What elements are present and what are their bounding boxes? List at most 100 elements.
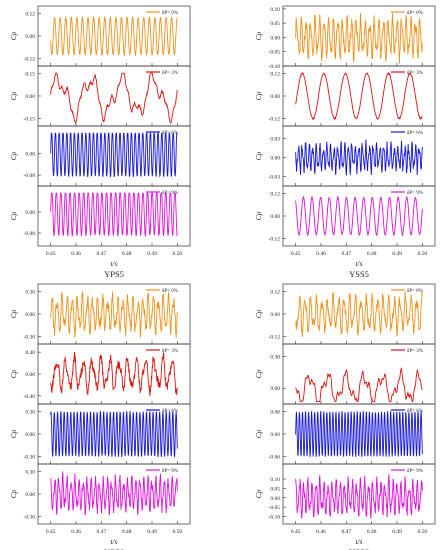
y-tick-label: -0.30 — [24, 515, 36, 521]
y-tick-label: 0.12 — [270, 290, 280, 296]
x-axis-label: t/s — [110, 259, 117, 268]
y-tick-label: -0.05 — [269, 50, 281, 56]
y-axis-label: Cp — [9, 489, 18, 498]
legend-label: δP= 6% — [407, 131, 423, 136]
series-line-1 — [295, 71, 423, 121]
x-tick-label: 0.46 — [71, 251, 81, 257]
x-tick-label: 0.49 — [392, 529, 402, 535]
x-tick-label: 0.49 — [392, 251, 402, 257]
legend-label: δP= 0% — [407, 11, 423, 16]
y-axis-label: Cp — [9, 31, 18, 40]
legend-label: δP= 3% — [407, 349, 423, 354]
y-tick-label: 0.00 — [25, 312, 35, 318]
y-tick-label: -0.10 — [269, 515, 281, 521]
legend-label: δP= 0% — [407, 289, 423, 294]
subplot-yss6-3: 0.10 0.05 0.00 -0.05 -0.10 Cp δP= 9% — [254, 463, 436, 525]
series-line-1 — [50, 351, 178, 396]
y-tick-label: 0.30 — [270, 355, 280, 361]
y-tick-label: 0.00 — [25, 432, 35, 438]
y-axis-label: Cp — [9, 309, 18, 318]
x-tick-label: 0.47 — [97, 529, 107, 535]
subplot-yps5-1: 0.15 0.00 -0.15 Cp δP= 3% — [9, 65, 191, 127]
subplot-yss5-0: 0.10 0.05 0.00 -0.05 -0.10 Cp δP= 0% — [254, 5, 436, 70]
series-line-0 — [50, 291, 178, 338]
series-line-2 — [50, 132, 178, 178]
plot-frame — [282, 463, 436, 525]
x-tick-label: 0.46 — [316, 529, 326, 535]
y-tick-label: 0.10 — [270, 7, 280, 13]
subplot-yps6-3: 0.30 0.00 -0.30 Cp δP= 9% — [9, 463, 191, 525]
x-axis-label: t/s — [355, 259, 362, 268]
y-axis-label: Cp — [9, 429, 18, 438]
y-tick-label: 0.00 — [270, 432, 280, 438]
y-tick-label: -0.03 — [269, 175, 281, 181]
series-line-3 — [50, 471, 178, 516]
legend-label: δP= 3% — [162, 71, 178, 76]
series-line-3 — [50, 192, 178, 238]
legend-label: δP= 9% — [162, 191, 178, 196]
y-axis-label: Cp — [254, 151, 263, 160]
x-tick-label: 0.49 — [147, 529, 157, 535]
subplot-yps6-0: 0.30 0.00 -0.30 Cp δP= 0% — [9, 283, 191, 345]
legend-label: δP= 6% — [407, 409, 423, 414]
series-line-2 — [295, 410, 423, 458]
y-tick-label: 0.12 — [270, 72, 280, 78]
x-tick-label: 0.50 — [173, 251, 183, 257]
legend-label: δP= 9% — [162, 469, 178, 474]
subplot-yss6-2: 0.06 0.00 -0.06 Cp δP= 6% — [254, 403, 436, 465]
legend-label: δP= 3% — [407, 71, 423, 76]
y-tick-label: -0.15 — [24, 117, 36, 123]
subplot-yss6-0: 0.12 0.00 -0.12 Cp δP= 0% — [254, 283, 436, 345]
y-tick-label: 0.00 — [25, 372, 35, 378]
y-tick-label: -0.06 — [269, 455, 281, 461]
series-line-0 — [295, 291, 423, 338]
series-line-2 — [50, 410, 178, 458]
x-tick-label: 0.48 — [367, 251, 377, 257]
legend-label: δP= 9% — [407, 191, 423, 196]
panel-caption: YSS5 — [349, 269, 369, 279]
x-tick-label: 0.45 — [46, 251, 56, 257]
y-tick-label: -0.08 — [24, 173, 36, 179]
y-axis-label: Cp — [254, 369, 263, 378]
x-tick-label: 0.46 — [316, 251, 326, 257]
series-line-0 — [295, 13, 423, 64]
y-tick-label: 0.06 — [270, 410, 280, 416]
y-tick-label: -0.12 — [269, 237, 281, 243]
x-tick-label: 0.48 — [122, 251, 132, 257]
y-tick-label: -0.12 — [24, 57, 36, 63]
series-line-1 — [295, 366, 423, 403]
x-axis-label: t/s — [110, 537, 117, 546]
subplot-yps6-2: 0.30 0.00 -0.30 Cp δP= 6% — [9, 403, 191, 465]
y-tick-label: 0.30 — [25, 470, 35, 476]
x-tick-label: 0.47 — [342, 529, 352, 535]
series-line-3 — [295, 195, 423, 237]
y-tick-label: 0.12 — [25, 12, 35, 18]
y-axis-label: Cp — [9, 211, 18, 220]
x-tick-label: 0.45 — [291, 529, 301, 535]
y-tick-label: -0.10 — [269, 64, 281, 70]
y-tick-label: 0.30 — [25, 410, 35, 416]
y-axis-label: Cp — [254, 211, 263, 220]
legend-label: δP= 0% — [162, 11, 178, 16]
x-tick-label: 0.47 — [342, 251, 352, 257]
subplot-yss5-2: 0.03 0.00 -0.03 Cp δP= 6% — [254, 125, 436, 187]
x-tick-label: 0.45 — [291, 251, 301, 257]
panel-group-yss6: 0.12 0.00 -0.12 Cp δP= 0% 0.30 0.00 Cp δP= 3% 0.0… — [254, 283, 436, 550]
series-line-0 — [50, 15, 178, 57]
subplot-yss5-1: 0.12 0.00 -0.12 Cp δP= 3% — [254, 65, 436, 127]
subplot-yps5-0: 0.12 0.00 -0.12 Cp δP= 0% — [9, 5, 191, 67]
y-tick-label: 0.00 — [25, 151, 35, 157]
y-tick-label: 0.30 — [25, 290, 35, 296]
subplot-yss6-1: 0.30 0.00 Cp δP= 3% — [254, 343, 436, 405]
y-axis-label: Cp — [254, 309, 263, 318]
legend-label: δP= 6% — [162, 131, 178, 136]
y-tick-label: 0.00 — [270, 214, 280, 220]
y-tick-label: -0.30 — [24, 335, 36, 341]
y-axis-label: Cp — [254, 429, 263, 438]
x-tick-label: 0.50 — [418, 251, 428, 257]
y-axis-label: Cp — [254, 489, 263, 498]
y-tick-label: -0.30 — [24, 455, 36, 461]
y-tick-label: -0.08 — [24, 231, 36, 237]
y-tick-label: 0.00 — [270, 386, 280, 392]
